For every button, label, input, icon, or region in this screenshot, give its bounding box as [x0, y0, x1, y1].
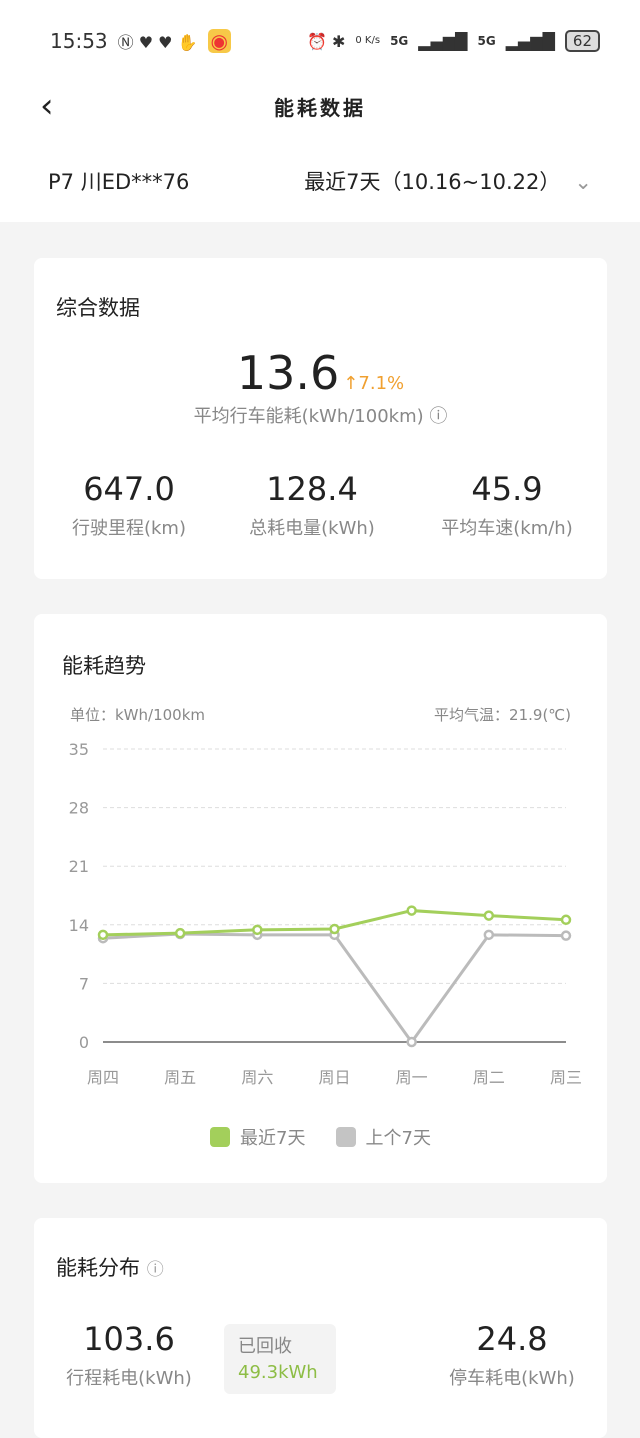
weibo-icon: ◉ — [207, 29, 231, 53]
dist-title: 能耗分布 — [56, 1256, 140, 1280]
legend-current[interactable]: 最近7天 — [210, 1124, 306, 1150]
x-tick-label: 周二 — [473, 1068, 505, 1087]
signal-icon: ▂▄▆█ — [505, 31, 555, 51]
data-point — [329, 923, 340, 935]
change-value: 7.1% — [358, 373, 405, 394]
data-point — [174, 927, 186, 939]
net-speed: 0 K/s — [355, 35, 381, 46]
recovered-label: 已回收 — [238, 1336, 292, 1357]
data-point — [97, 929, 109, 941]
data-point — [483, 929, 495, 941]
trend-title: 能耗趋势 — [62, 654, 146, 678]
status-bar: 15:53 Ⓝ ♥ ♥ ✋ ◉ ⏰ ✱ 0 K/s 5G ▂▄▆█ 5G ▂▄▆█ 62 — [50, 26, 600, 56]
y-tick-label: 35 — [69, 740, 89, 759]
avg-value: 13.6 — [236, 346, 340, 400]
data-point — [560, 914, 572, 926]
x-tick-label: 周四 — [87, 1068, 119, 1087]
summary-card: 综合数据 13.6 ↑7.1% 平均行车能耗(kWh/100km) ⓘ 647.0… — [34, 258, 607, 579]
y-tick-label: 21 — [69, 857, 89, 876]
change-badge: ↑7.1% — [343, 373, 405, 394]
avg-label: 平均行车能耗(kWh/100km) — [193, 406, 424, 427]
vehicle-label: P7 川ED***76 — [48, 170, 190, 194]
alarm-icon: ⏰ ✱ — [306, 31, 346, 51]
data-point — [406, 1036, 417, 1048]
y-tick-label: 7 — [79, 974, 89, 993]
legend-previous[interactable]: 上个7天 — [335, 1124, 431, 1150]
legend-label: 上个7天 — [365, 1128, 431, 1149]
signal-5g-2: 5G — [477, 34, 496, 48]
speed-label: 平均车速(km/h) — [441, 518, 573, 539]
back-button[interactable]: ‹ — [40, 86, 57, 126]
signal-5g: 5G — [390, 34, 409, 48]
temp-label: 平均气温：21.9(℃) — [434, 706, 571, 724]
unit-label: 单位：kWh/100km — [70, 706, 206, 724]
time: 15:53 — [50, 29, 108, 53]
trend-card: 能耗趋势 单位：kWh/100km 平均气温：21.9(℃) 0 7 14 21 28 3… — [34, 614, 607, 1183]
x-tick-label: 周一 — [396, 1068, 428, 1087]
distribution-card: 能耗分布 ⓘ 103.6 行程耗电(kWh) 已回收 49.3kWh 24.8 停车… — [34, 1218, 607, 1438]
series-line — [102, 932, 567, 1045]
park-label: 停车耗电(kWh) — [449, 1368, 575, 1389]
date-range-select[interactable]: 最近7天（10.16~10.22） ⌄ — [304, 166, 592, 196]
mileage-value: 647.0 — [83, 470, 175, 508]
data-point — [560, 930, 572, 941]
header: 15:53 Ⓝ ♥ ♥ ✋ ◉ ⏰ ✱ 0 K/s 5G ▂▄▆█ 5G ▂▄▆█ 62 ‹ 能耗… — [0, 0, 640, 222]
trend-chart: 0 7 14 21 28 35 周四 周五 周六 周日 周一 周二 周三 — [69, 740, 582, 1087]
y-tick-label: 14 — [69, 916, 89, 935]
chevron-down-icon: ⌄ — [574, 170, 592, 194]
park-value: 24.8 — [476, 1320, 548, 1358]
recovered-value: 49.3kWh — [238, 1362, 318, 1383]
x-tick-label: 周三 — [550, 1068, 582, 1087]
data-point — [483, 910, 495, 921]
help-icon[interactable]: ⓘ — [429, 406, 448, 427]
help-icon[interactable]: ⓘ — [146, 1260, 164, 1280]
nfc-icon: Ⓝ ♥ ♥ ✋ — [117, 33, 198, 52]
battery: 62 — [564, 30, 600, 52]
energy-value: 128.4 — [266, 470, 358, 508]
signal-icon: ▂▄▆█ — [418, 31, 468, 51]
drive-label: 行程耗电(kWh) — [66, 1368, 192, 1389]
y-tick-label: 0 — [79, 1033, 89, 1052]
speed-value: 45.9 — [471, 470, 543, 508]
energy-label: 总耗电量(kWh) — [249, 518, 375, 539]
x-tick-label: 周日 — [318, 1068, 350, 1087]
page-title: 能耗数据 — [274, 96, 366, 120]
data-point — [406, 905, 417, 916]
date-range: 最近7天（10.16~10.22） — [304, 170, 561, 194]
legend-label: 最近7天 — [240, 1128, 306, 1149]
mileage-label: 行驶里程(km) — [71, 518, 186, 539]
data-point — [252, 924, 263, 936]
x-tick-label: 周五 — [164, 1068, 196, 1087]
x-tick-label: 周六 — [241, 1068, 273, 1087]
summary-title: 综合数据 — [56, 296, 140, 320]
drive-value: 103.6 — [83, 1320, 175, 1358]
y-tick-label: 28 — [69, 799, 89, 818]
